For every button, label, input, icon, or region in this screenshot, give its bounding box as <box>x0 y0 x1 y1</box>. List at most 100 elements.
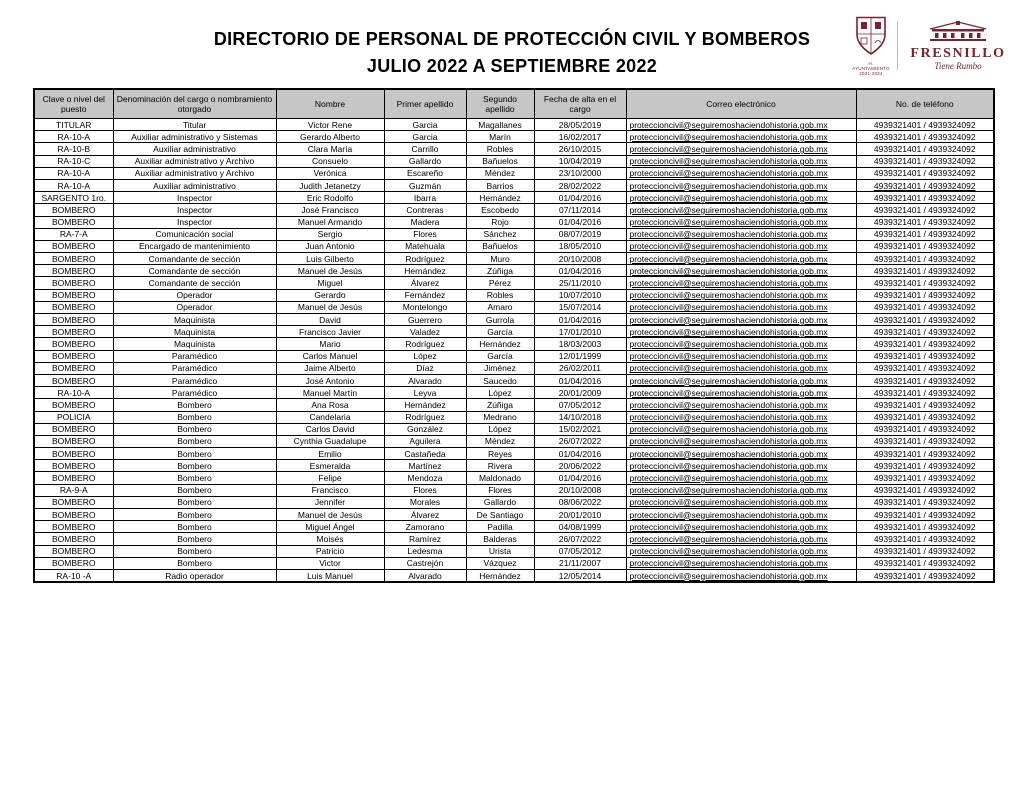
email-link[interactable]: proteccioncivil@seguiremoshaciendohistor… <box>629 387 828 398</box>
email-link[interactable]: proteccioncivil@seguiremoshaciendohistor… <box>629 485 828 496</box>
segundo-apellido-cell: Hernández <box>465 568 535 583</box>
table-row: BOMBERO Inspector José Francisco Contreras E… <box>33 203 995 217</box>
email-link[interactable]: proteccioncivil@seguiremoshaciendohistor… <box>629 156 828 167</box>
brand-tagline: Tiene Rumbo <box>934 61 982 71</box>
clave-cell: RA-10-A <box>33 130 114 144</box>
email-link[interactable]: proteccioncivil@seguiremoshaciendohistor… <box>629 326 828 337</box>
email-link[interactable]: proteccioncivil@seguiremoshaciendohistor… <box>629 253 828 264</box>
table-row: BOMBERO Paramédico Jaime Alberto Díaz Jiméne… <box>33 361 995 375</box>
clave-cell: BOMBERO <box>33 434 114 449</box>
fecha-cell: 01/04/2016 <box>533 471 627 485</box>
email-link[interactable]: proteccioncivil@seguiremoshaciendohistor… <box>629 424 828 435</box>
email-link[interactable]: proteccioncivil@seguiremoshaciendohistor… <box>629 265 828 276</box>
correo-cell: proteccioncivil@seguiremoshaciendohistor… <box>625 166 857 180</box>
email-link[interactable]: proteccioncivil@seguiremoshaciendohistor… <box>629 558 828 569</box>
primer-apellido-cell: Hernández <box>383 398 467 412</box>
cargo-cell: Bombero <box>112 520 277 534</box>
email-link[interactable]: proteccioncivil@seguiremoshaciendohistor… <box>629 509 828 520</box>
cargo-cell: Comandante de sección <box>112 276 277 290</box>
email-link[interactable]: proteccioncivil@seguiremoshaciendohistor… <box>629 473 828 484</box>
telefono-cell: 4939321401 / 4939324092 <box>855 532 995 546</box>
email-link[interactable]: proteccioncivil@seguiremoshaciendohistor… <box>629 119 828 130</box>
telefono-cell: 4939321401 / 4939324092 <box>855 215 995 229</box>
table-row: BOMBERO Paramédico José Antonio Alvarado Sau… <box>33 373 995 388</box>
correo-cell: proteccioncivil@seguiremoshaciendohistor… <box>625 191 857 205</box>
clave-cell: BOMBERO <box>33 252 114 266</box>
correo-cell: proteccioncivil@seguiremoshaciendohistor… <box>625 178 857 193</box>
cargo-cell: Bombero <box>112 434 277 449</box>
cargo-cell: Bombero <box>112 471 277 485</box>
clave-cell: RA-10-A <box>33 386 114 400</box>
email-link[interactable]: proteccioncivil@seguiremoshaciendohistor… <box>629 521 828 532</box>
email-link[interactable]: proteccioncivil@seguiremoshaciendohistor… <box>629 497 828 508</box>
telefono-cell: 4939321401 / 4939324092 <box>855 434 995 449</box>
segundo-apellido-cell: Reyes <box>465 447 535 461</box>
email-link[interactable]: proteccioncivil@seguiremoshaciendohistor… <box>629 338 828 349</box>
email-link[interactable]: proteccioncivil@seguiremoshaciendohistor… <box>629 399 828 410</box>
primer-apellido-cell: Garcia <box>383 117 467 132</box>
crest-icon <box>854 16 888 60</box>
table-row: BOMBERO Maquinista Mario Rodríguez Hernández… <box>33 337 995 351</box>
email-link[interactable]: proteccioncivil@seguiremoshaciendohistor… <box>629 168 828 179</box>
nombre-cell: Judith Jetanetzy <box>275 178 385 193</box>
primer-apellido-cell: González <box>383 422 467 436</box>
email-link[interactable]: proteccioncivil@seguiremoshaciendohistor… <box>629 375 828 386</box>
nombre-cell: Francisco <box>275 483 385 497</box>
table-row: BOMBERO Paramédico Carlos Manuel López Garcí… <box>33 349 995 363</box>
email-link[interactable]: proteccioncivil@seguiremoshaciendohistor… <box>629 436 828 447</box>
telefono-cell: 4939321401 / 4939324092 <box>855 154 995 168</box>
telefono-cell: 4939321401 / 4939324092 <box>855 264 995 278</box>
table-row: BOMBERO Bombero Manuel de Jesús Álvarez De S… <box>33 507 995 522</box>
email-link[interactable]: proteccioncivil@seguiremoshaciendohistor… <box>629 448 828 459</box>
email-link[interactable]: proteccioncivil@seguiremoshaciendohistor… <box>629 570 828 581</box>
fecha-cell: 20/06/2022 <box>533 459 627 473</box>
email-link[interactable]: proteccioncivil@seguiremoshaciendohistor… <box>629 302 828 313</box>
segundo-apellido-cell: Muro <box>465 252 535 266</box>
column-header-1: Denominación del cargo o nombramiento ot… <box>112 88 277 119</box>
column-header-6: Correo electrónico <box>625 88 857 119</box>
clave-cell: BOMBERO <box>33 520 114 534</box>
email-link[interactable]: proteccioncivil@seguiremoshaciendohistor… <box>629 241 828 252</box>
correo-cell: proteccioncivil@seguiremoshaciendohistor… <box>625 532 857 546</box>
segundo-apellido-cell: Balderas <box>465 532 535 546</box>
fecha-cell: 07/05/2012 <box>533 398 627 412</box>
cargo-cell: Bombero <box>112 532 277 546</box>
email-link[interactable]: proteccioncivil@seguiremoshaciendohistor… <box>629 546 828 557</box>
correo-cell: proteccioncivil@seguiremoshaciendohistor… <box>625 373 857 388</box>
email-link[interactable]: proteccioncivil@seguiremoshaciendohistor… <box>629 131 828 142</box>
email-link[interactable]: proteccioncivil@seguiremoshaciendohistor… <box>629 204 828 215</box>
segundo-apellido-cell: Méndez <box>465 166 535 180</box>
primer-apellido-cell: Mendoza <box>383 471 467 485</box>
correo-cell: proteccioncivil@seguiremoshaciendohistor… <box>625 215 857 229</box>
email-link[interactable]: proteccioncivil@seguiremoshaciendohistor… <box>629 314 828 325</box>
brand-block: FRESNILLO Tiene Rumbo <box>905 21 1011 71</box>
email-link[interactable]: proteccioncivil@seguiremoshaciendohistor… <box>629 229 828 240</box>
nombre-cell: Carlos Manuel <box>275 349 385 363</box>
telefono-cell[interactable]: 4939321401 / 4939324092 <box>855 178 995 193</box>
nombre-cell: Clara María <box>275 142 385 156</box>
email-link[interactable]: proteccioncivil@seguiremoshaciendohistor… <box>629 180 828 191</box>
table-row: BOMBERO Comandante de sección Manuel de Je… <box>33 264 995 278</box>
email-link[interactable]: proteccioncivil@seguiremoshaciendohistor… <box>629 217 828 228</box>
nombre-cell: Esmeralda <box>275 459 385 473</box>
cargo-cell: Paramédico <box>112 386 277 400</box>
telefono-cell: 4939321401 / 4939324092 <box>855 422 995 436</box>
table-row: BOMBERO Bombero Felipe Mendoza Maldonado 01/0… <box>33 471 995 485</box>
email-link[interactable]: proteccioncivil@seguiremoshaciendohistor… <box>629 351 828 362</box>
email-link[interactable]: proteccioncivil@seguiremoshaciendohistor… <box>629 460 828 471</box>
table-row: BOMBERO Bombero Patricio Ledesma Urista 07/05… <box>33 544 995 558</box>
fecha-cell: 18/05/2010 <box>533 239 627 254</box>
email-link[interactable]: proteccioncivil@seguiremoshaciendohistor… <box>629 533 828 544</box>
email-link[interactable]: proteccioncivil@seguiremoshaciendohistor… <box>629 290 828 301</box>
email-link[interactable]: proteccioncivil@seguiremoshaciendohistor… <box>629 363 828 374</box>
clave-cell: BOMBERO <box>33 459 114 473</box>
email-link[interactable]: proteccioncivil@seguiremoshaciendohistor… <box>629 143 828 154</box>
primer-apellido-cell: Matehuala <box>383 239 467 254</box>
email-link[interactable]: proteccioncivil@seguiremoshaciendohistor… <box>629 412 828 423</box>
email-link[interactable]: proteccioncivil@seguiremoshaciendohistor… <box>629 192 828 203</box>
nombre-cell: Candelaria <box>275 410 385 424</box>
telefono-cell: 4939321401 / 4939324092 <box>855 166 995 180</box>
fecha-cell: 01/04/2016 <box>533 191 627 205</box>
correo-cell: proteccioncivil@seguiremoshaciendohistor… <box>625 434 857 449</box>
email-link[interactable]: proteccioncivil@seguiremoshaciendohistor… <box>629 278 828 289</box>
